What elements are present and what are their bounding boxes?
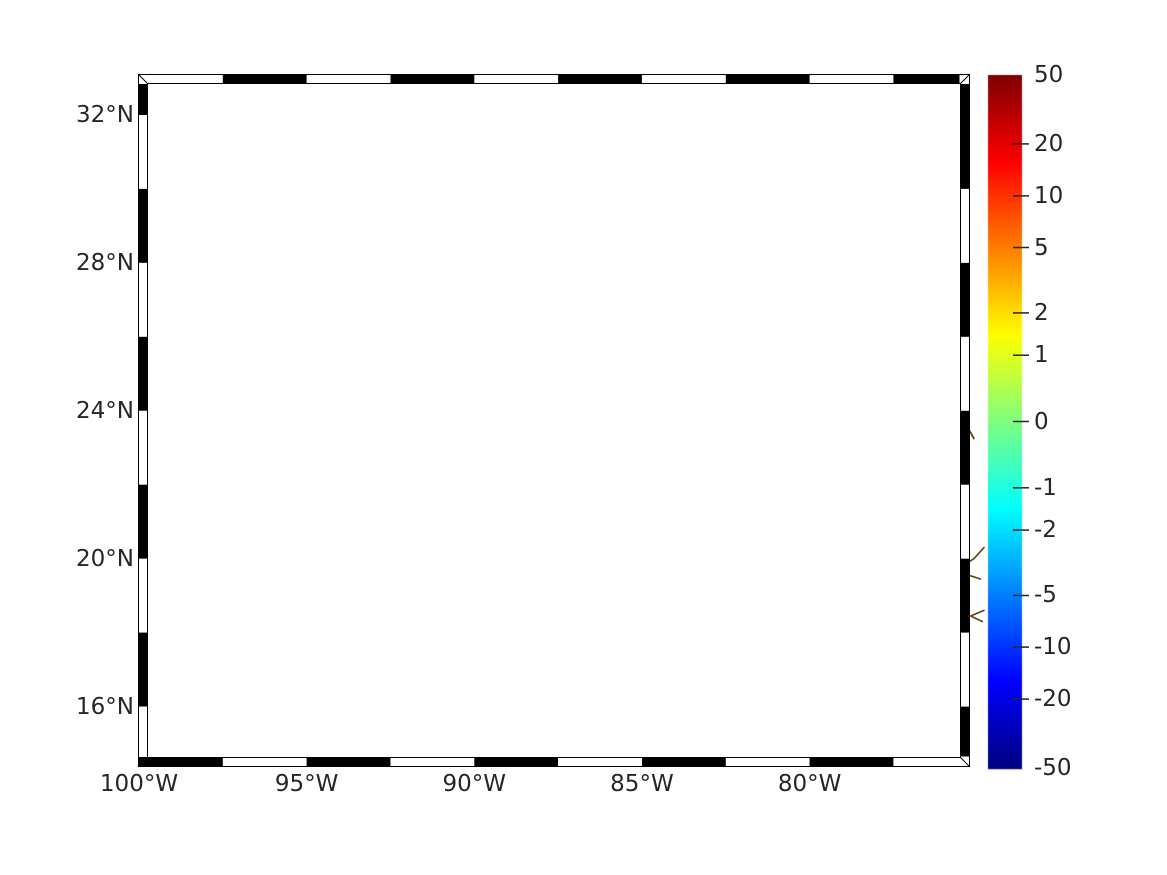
frame-segment-right — [960, 115, 970, 189]
frame-corner-bevel — [959, 73, 971, 85]
map-frame — [137, 73, 971, 768]
frame-segment-bottom — [148, 757, 223, 767]
frame-corner-bevel — [137, 756, 149, 768]
frame-segment-top — [390, 74, 475, 84]
frame-segment-left — [138, 188, 148, 263]
frame-segment-top — [222, 74, 307, 84]
frame-segment-right — [960, 706, 970, 757]
frame-segment-bottom — [809, 757, 894, 767]
frame-segment-right — [960, 262, 970, 337]
frame-outer-border — [138, 74, 970, 767]
frame-segment-left — [138, 484, 148, 559]
colorbar-ticks — [1013, 143, 1029, 700]
frame-segment-bottom — [306, 757, 391, 767]
frame-segment-top — [893, 74, 960, 84]
frame-inner-border — [147, 83, 961, 758]
frame-segment-right — [960, 84, 970, 115]
frame-segment-bottom — [642, 757, 726, 767]
coastline-hispaniola-southwest — [969, 609, 985, 623]
frame-corner-bevel — [959, 756, 971, 768]
frame-segment-bottom — [474, 757, 559, 767]
frame-segment-left — [138, 336, 148, 411]
frame-segment-right — [960, 558, 970, 633]
frame-corner-bevel — [137, 73, 149, 85]
frame-segment-top — [558, 74, 642, 84]
frame-base — [138, 74, 970, 767]
frame-segment-top — [725, 74, 810, 84]
frame-segment-right — [960, 410, 970, 485]
frame-segment-left — [138, 84, 148, 115]
frame-segment-left — [138, 632, 148, 707]
